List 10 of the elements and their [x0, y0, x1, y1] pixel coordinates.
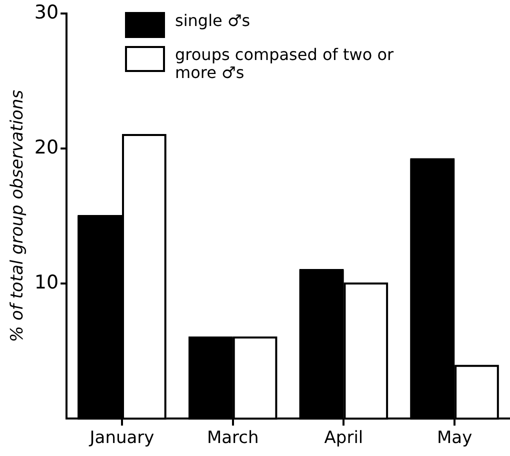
x-tick-label: March [206, 428, 259, 448]
x-tick-label: April [324, 428, 364, 448]
x-tick-label: January [88, 428, 154, 448]
legend-label: groups compased of two or more ♂s [175, 45, 395, 82]
y-tick-label: 20 [34, 136, 59, 158]
y-tick-label: 30 [34, 1, 59, 24]
y-tick-label: 10 [34, 271, 59, 294]
x-tick-label: May [436, 428, 472, 448]
legend-label: single ♂s [175, 11, 252, 30]
y-axis-title: % of total group observations [8, 90, 28, 342]
